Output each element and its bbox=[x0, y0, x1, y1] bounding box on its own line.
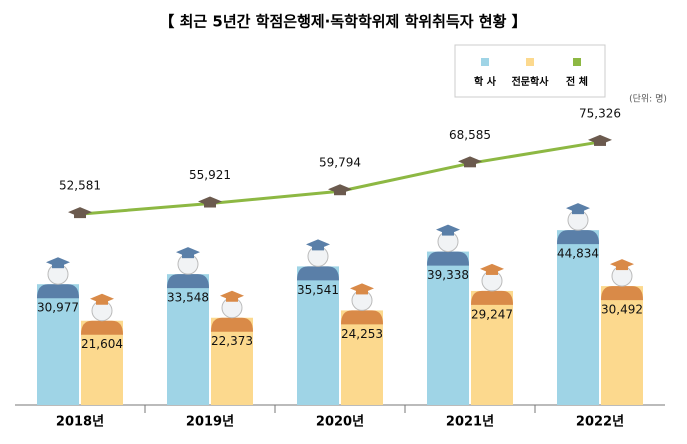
cap-icon bbox=[464, 162, 476, 168]
cap-icon bbox=[52, 263, 64, 269]
shoulder bbox=[471, 290, 513, 305]
shoulder bbox=[211, 317, 253, 332]
legend-label: 전 체 bbox=[566, 75, 588, 88]
x-tick-label: 2018년 bbox=[56, 415, 104, 430]
legend-label: 학 사 bbox=[474, 75, 497, 88]
value-label: 30,492 bbox=[601, 303, 643, 317]
cap-icon bbox=[572, 209, 584, 215]
shoulder bbox=[37, 284, 79, 299]
bar bbox=[341, 310, 383, 405]
value-label: 21,604 bbox=[81, 337, 123, 351]
cap-icon bbox=[442, 230, 454, 236]
shoulder bbox=[557, 230, 599, 245]
bar bbox=[601, 286, 643, 405]
x-tick-label: 2022년 bbox=[576, 415, 624, 430]
value-label: 24,253 bbox=[341, 327, 383, 341]
value-label: 30,977 bbox=[37, 301, 79, 315]
value-label: 39,338 bbox=[427, 268, 469, 282]
bar bbox=[37, 284, 79, 405]
value-label: 22,373 bbox=[211, 334, 253, 348]
cap-icon bbox=[204, 202, 216, 208]
legend-swatch bbox=[573, 58, 581, 66]
bar bbox=[427, 251, 469, 405]
legend-swatch bbox=[481, 58, 489, 66]
shoulder bbox=[297, 266, 339, 281]
x-tick-label: 2021년 bbox=[446, 415, 494, 430]
value-label: 59,794 bbox=[319, 156, 361, 170]
value-label: 29,247 bbox=[471, 307, 513, 321]
bar bbox=[211, 317, 253, 405]
shoulder bbox=[427, 251, 469, 266]
bar bbox=[297, 266, 339, 405]
shoulder bbox=[167, 274, 209, 289]
value-label: 52,581 bbox=[59, 179, 101, 193]
legend-swatch bbox=[526, 58, 534, 66]
unit-label: (단위: 명) bbox=[629, 94, 667, 105]
value-label: 33,548 bbox=[167, 291, 209, 305]
cap-icon bbox=[594, 140, 606, 146]
cap-icon bbox=[356, 289, 368, 295]
cap-icon bbox=[74, 213, 86, 219]
shoulder bbox=[81, 320, 123, 335]
bar bbox=[81, 320, 123, 405]
value-label: 75,326 bbox=[579, 106, 621, 120]
cap-icon bbox=[312, 245, 324, 251]
value-label: 44,834 bbox=[557, 247, 599, 261]
line bbox=[79, 140, 601, 216]
value-label: 35,541 bbox=[297, 283, 339, 297]
cap-icon bbox=[176, 247, 200, 258]
bar bbox=[167, 274, 209, 405]
cap-icon bbox=[182, 253, 194, 259]
x-tick-label: 2019년 bbox=[186, 415, 234, 430]
shoulder bbox=[341, 310, 383, 325]
legend-box bbox=[454, 44, 606, 98]
x-tick-label: 2020년 bbox=[316, 415, 364, 430]
cap-icon bbox=[334, 190, 346, 196]
bar bbox=[471, 290, 513, 405]
cap-icon bbox=[486, 269, 498, 275]
cap-icon bbox=[226, 296, 238, 302]
cap-icon bbox=[616, 265, 628, 271]
legend-label: 전문학사 bbox=[512, 75, 550, 88]
chart-title: 【 최근 5년간 학점은행제·독학학위제 학위취득자 현황 】 bbox=[159, 13, 526, 31]
shoulder bbox=[601, 286, 643, 301]
value-label: 55,921 bbox=[189, 168, 231, 182]
cap-icon bbox=[96, 299, 108, 305]
bar bbox=[557, 230, 599, 405]
value-label: 68,585 bbox=[449, 128, 491, 142]
